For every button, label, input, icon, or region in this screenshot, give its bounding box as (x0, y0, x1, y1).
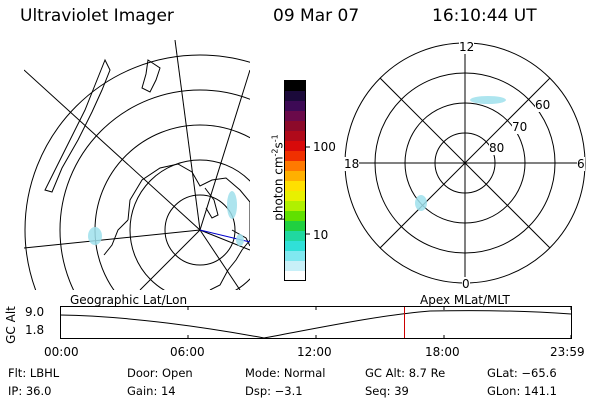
filter-info: Flt: LBHL (8, 366, 60, 380)
glon-info: GLon: 141.1 (487, 384, 557, 398)
colorbar-swatch (285, 271, 305, 282)
alt-xtick-1800: 18:00 (425, 345, 460, 359)
glat-info: GLat: −65.6 (487, 366, 557, 380)
colorbar-swatch (285, 91, 305, 102)
polar-panel-label: Apex MLat/MLT (420, 293, 510, 307)
colorbar-tick-10: 10 (313, 228, 329, 242)
mlat-label-80: 80 (489, 141, 505, 155)
geographic-map (24, 40, 250, 290)
colorbar-swatch (285, 111, 305, 122)
mlt-label-0: 0 (462, 277, 470, 291)
colorbar-swatch (285, 151, 305, 162)
colorbar-swatch (285, 231, 305, 242)
colorbar-swatch (285, 201, 305, 212)
alt-xtick-1200: 12:00 (297, 345, 332, 359)
colorbar-swatch (285, 81, 305, 92)
mode-info: Mode: Normal (245, 366, 326, 380)
alt-xtick-0600: 06:00 (170, 345, 205, 359)
alt-ytick-low: 1.8 (25, 323, 45, 337)
colorbar-swatch (285, 121, 305, 132)
polar-map (344, 42, 586, 284)
instrument-title: Ultraviolet Imager (20, 6, 174, 26)
colorbar-swatch (285, 251, 305, 262)
alt-xtick-2359: 23:59 (550, 345, 585, 359)
geo-panel-label: Geographic Lat/Lon (70, 293, 188, 307)
mlt-label-12: 12 (459, 40, 475, 54)
colorbar-label: photon cm-2s-1 (271, 118, 286, 238)
colorbar-swatch (285, 101, 305, 112)
mlat-label-60: 60 (535, 98, 551, 112)
colorbar-unit-s: s (271, 142, 286, 149)
door-info: Door: Open (127, 366, 193, 380)
colorbar-swatch (285, 211, 305, 222)
alt-ytick-high: 9.0 (25, 305, 45, 319)
gc-alt-info: GC Alt: 8.7 Re (365, 366, 446, 380)
date-label: 09 Mar 07 (273, 6, 360, 26)
ip-info: IP: 36.0 (8, 384, 52, 398)
colorbar (284, 80, 310, 282)
mlt-label-6: 6 (577, 157, 585, 171)
dsp-info: Dsp: −3.1 (245, 384, 303, 398)
colorbar-swatch (285, 141, 305, 152)
colorbar-swatch (285, 181, 305, 192)
mlt-label-18: 18 (344, 157, 360, 171)
colorbar-unit: photon cm (271, 156, 286, 221)
colorbar-exp1: -2 (270, 148, 280, 157)
colorbar-swatch (285, 161, 305, 172)
colorbar-swatch (285, 191, 305, 202)
time-label: 16:10:44 UT (432, 6, 537, 26)
colorbar-swatch (285, 171, 305, 182)
mlat-label-70: 70 (512, 120, 528, 134)
colorbar-swatch (285, 221, 305, 232)
colorbar-swatch (285, 241, 305, 252)
altitude-plot (60, 306, 572, 339)
seq-info: Seq: 39 (365, 384, 409, 398)
alt-xtick-0000: 00:00 (44, 345, 79, 359)
alt-plot-ylabel: GC Alt (3, 306, 18, 344)
colorbar-swatch (285, 131, 305, 142)
colorbar-tick-100: 100 (313, 140, 336, 154)
colorbar-exp2: -1 (270, 134, 280, 143)
gain-info: Gain: 14 (127, 384, 176, 398)
colorbar-swatch (285, 261, 305, 272)
